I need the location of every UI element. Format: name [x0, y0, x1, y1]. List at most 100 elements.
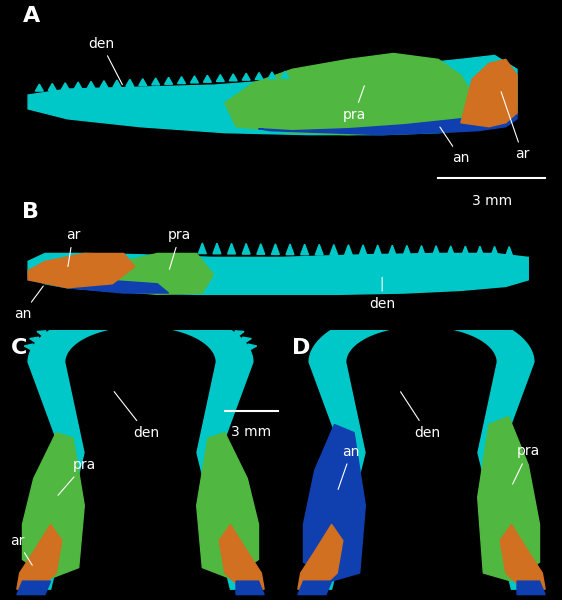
Polygon shape: [198, 243, 206, 254]
Polygon shape: [203, 313, 212, 321]
Text: B: B: [22, 202, 39, 222]
Text: an: an: [338, 445, 360, 490]
Polygon shape: [74, 82, 82, 89]
Polygon shape: [216, 74, 224, 82]
Polygon shape: [17, 581, 51, 595]
Polygon shape: [57, 319, 66, 326]
Text: den: den: [88, 37, 123, 85]
Text: 3 mm: 3 mm: [232, 425, 271, 439]
Polygon shape: [24, 344, 33, 350]
Text: pra: pra: [58, 458, 96, 496]
Polygon shape: [259, 109, 517, 134]
Text: pra: pra: [342, 86, 366, 122]
Polygon shape: [98, 305, 106, 313]
Text: 3 mm: 3 mm: [472, 194, 512, 208]
Polygon shape: [83, 308, 92, 317]
Text: den: den: [114, 392, 159, 440]
Polygon shape: [298, 524, 343, 589]
Polygon shape: [219, 524, 264, 589]
Polygon shape: [46, 325, 55, 331]
Polygon shape: [213, 243, 221, 254]
Polygon shape: [418, 245, 425, 256]
Polygon shape: [330, 245, 338, 255]
Text: D: D: [292, 338, 311, 358]
Polygon shape: [432, 246, 440, 256]
Polygon shape: [236, 581, 264, 595]
Polygon shape: [257, 244, 265, 254]
Polygon shape: [374, 245, 382, 256]
Polygon shape: [226, 325, 235, 331]
Polygon shape: [197, 433, 259, 578]
Polygon shape: [20, 308, 261, 589]
Text: ar: ar: [10, 533, 32, 565]
Polygon shape: [303, 425, 365, 581]
Text: an: an: [440, 127, 469, 166]
Polygon shape: [447, 246, 455, 256]
Polygon shape: [30, 337, 39, 343]
Polygon shape: [145, 301, 151, 309]
Polygon shape: [191, 76, 198, 83]
Polygon shape: [271, 244, 279, 254]
Polygon shape: [315, 244, 323, 255]
Polygon shape: [28, 275, 169, 293]
Text: ar: ar: [501, 92, 530, 161]
Polygon shape: [175, 305, 183, 313]
Polygon shape: [37, 331, 46, 337]
Polygon shape: [139, 79, 147, 86]
Text: pra: pra: [168, 228, 192, 269]
Polygon shape: [130, 301, 136, 309]
Polygon shape: [301, 308, 542, 589]
Polygon shape: [517, 581, 545, 595]
Polygon shape: [113, 80, 121, 87]
Polygon shape: [228, 244, 235, 254]
Polygon shape: [22, 433, 84, 578]
Polygon shape: [248, 344, 257, 350]
Polygon shape: [126, 79, 134, 86]
Polygon shape: [160, 302, 166, 311]
Text: an: an: [14, 286, 43, 321]
Polygon shape: [229, 74, 237, 81]
Polygon shape: [35, 84, 43, 91]
Polygon shape: [345, 245, 352, 255]
Text: A: A: [22, 6, 40, 26]
Polygon shape: [500, 524, 545, 589]
Text: den: den: [369, 277, 395, 311]
Text: pra: pra: [513, 445, 540, 484]
Polygon shape: [235, 331, 244, 337]
Polygon shape: [359, 245, 367, 256]
Polygon shape: [28, 253, 135, 288]
Polygon shape: [491, 247, 498, 257]
Polygon shape: [48, 83, 56, 91]
Polygon shape: [281, 71, 289, 78]
Polygon shape: [115, 302, 121, 311]
Polygon shape: [215, 319, 224, 326]
Polygon shape: [255, 73, 263, 79]
Polygon shape: [101, 253, 214, 295]
Polygon shape: [242, 244, 250, 254]
Polygon shape: [100, 81, 108, 88]
Polygon shape: [286, 244, 294, 254]
Text: C: C: [11, 338, 28, 358]
Polygon shape: [87, 82, 95, 88]
Polygon shape: [505, 247, 513, 257]
Text: den: den: [401, 392, 440, 440]
Text: ar: ar: [66, 228, 80, 266]
Polygon shape: [298, 581, 332, 595]
Polygon shape: [301, 244, 309, 255]
Polygon shape: [28, 253, 528, 295]
Polygon shape: [152, 78, 160, 85]
Polygon shape: [178, 77, 185, 83]
Polygon shape: [61, 83, 69, 90]
Polygon shape: [28, 55, 517, 134]
Polygon shape: [69, 313, 78, 321]
Polygon shape: [17, 524, 62, 589]
Polygon shape: [242, 337, 251, 343]
Polygon shape: [476, 246, 484, 257]
Polygon shape: [388, 245, 396, 256]
Polygon shape: [165, 77, 173, 84]
Polygon shape: [403, 245, 411, 256]
Polygon shape: [268, 72, 276, 79]
Polygon shape: [461, 59, 517, 127]
Polygon shape: [478, 416, 540, 581]
Polygon shape: [242, 73, 250, 80]
